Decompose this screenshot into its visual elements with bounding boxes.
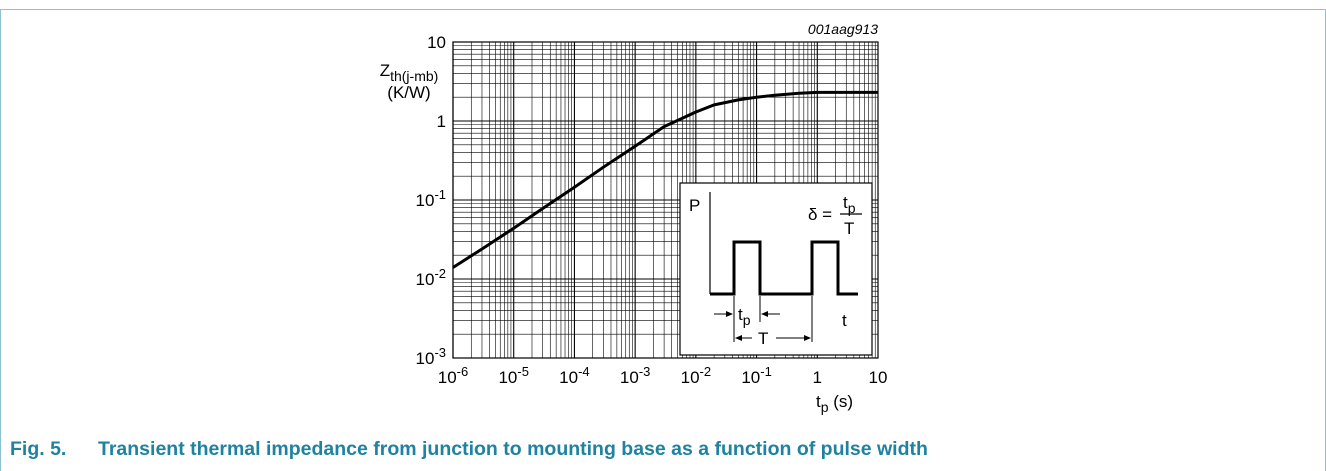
y-axis-title: Zth(j-mb) [380, 61, 439, 84]
series-layer [452, 90, 878, 269]
y-tick-label: 10-1 [416, 187, 446, 210]
inset-power-label: P [689, 196, 700, 215]
inset-tp-arrowhead-left [726, 311, 733, 317]
inset-tp-arrowhead-right [761, 311, 768, 317]
series-line-0 [452, 90, 878, 269]
inset-tp-label: tp [738, 305, 751, 328]
inset-duty-cycle-symbol: δ = [808, 205, 832, 224]
x-tick-label: 10-6 [438, 364, 468, 387]
frame-border-left [0, 9, 1, 471]
inset-period-arrowhead-left [735, 335, 742, 341]
y-axis-unit: (K/W) [387, 83, 430, 102]
inset-period-label: T [758, 329, 768, 348]
figure-reference-id: 001aag913 [808, 21, 878, 37]
inset-time-label: t [842, 311, 847, 330]
figure-caption-text: Transient thermal impedance from junctio… [98, 438, 928, 460]
inset-pulse-train [710, 240, 858, 296]
figure-caption: Fig. 5. Transient thermal impedance from … [10, 438, 928, 461]
tick-labels: 10-6 10-5 10-4 10-3 10-2 10-1 1 10 10-3 10-2 10-1 1… [416, 33, 888, 387]
inset-duty-cycle-numerator: tp [843, 193, 856, 216]
x-tick-label: 10 [869, 368, 888, 387]
x-tick-label: 10-2 [681, 364, 711, 387]
x-axis-title: tp (s) [816, 392, 853, 415]
inset-period-arrowhead-right [804, 335, 811, 341]
frame-border-top [0, 9, 1326, 10]
figure-number: Fig. 5. [10, 438, 67, 460]
x-tick-label: 1 [813, 368, 822, 387]
pulse-diagram-inset: P t δ = tp T tp T [679, 182, 873, 356]
inset-duty-cycle-denominator: T [844, 219, 854, 238]
x-tick-label: 10-5 [498, 364, 528, 387]
y-tick-label: 10-3 [416, 345, 446, 368]
plot-area-border [452, 41, 879, 359]
y-tick-label: 10-2 [416, 266, 446, 289]
x-tick-label: 10-4 [559, 364, 589, 387]
x-tick-label: 10-1 [741, 364, 771, 387]
inset-box [679, 182, 873, 356]
x-tick-label: 10-3 [620, 364, 650, 387]
y-tick-label: 1 [437, 112, 446, 131]
y-tick-label: 10 [427, 33, 446, 52]
